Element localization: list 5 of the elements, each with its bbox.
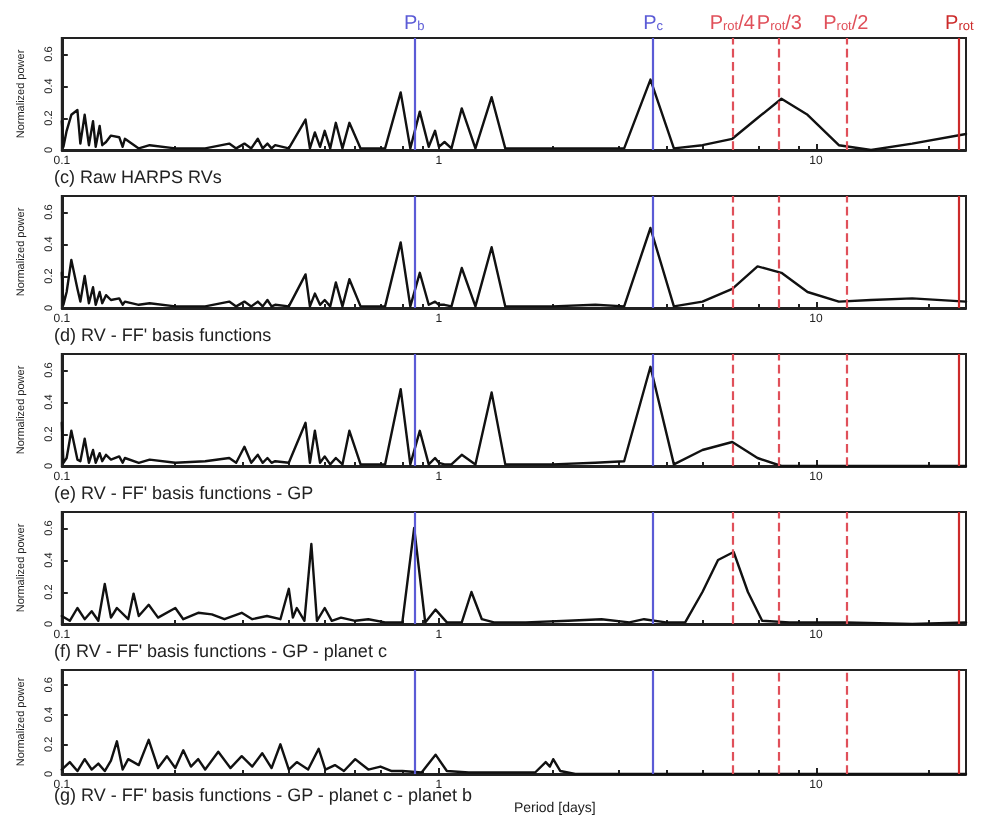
text: (e) RV - FF' basis functions - GP xyxy=(54,483,314,503)
text: (f) RV - FF' basis functions - GP - planet c xyxy=(54,641,388,661)
text: (g) RV - FF' basis functions - GP - planet c - planet b xyxy=(54,785,472,805)
text: (d) RV - FF' basis functions xyxy=(54,325,273,345)
text: (c) Raw HARPS RVs xyxy=(54,167,223,187)
